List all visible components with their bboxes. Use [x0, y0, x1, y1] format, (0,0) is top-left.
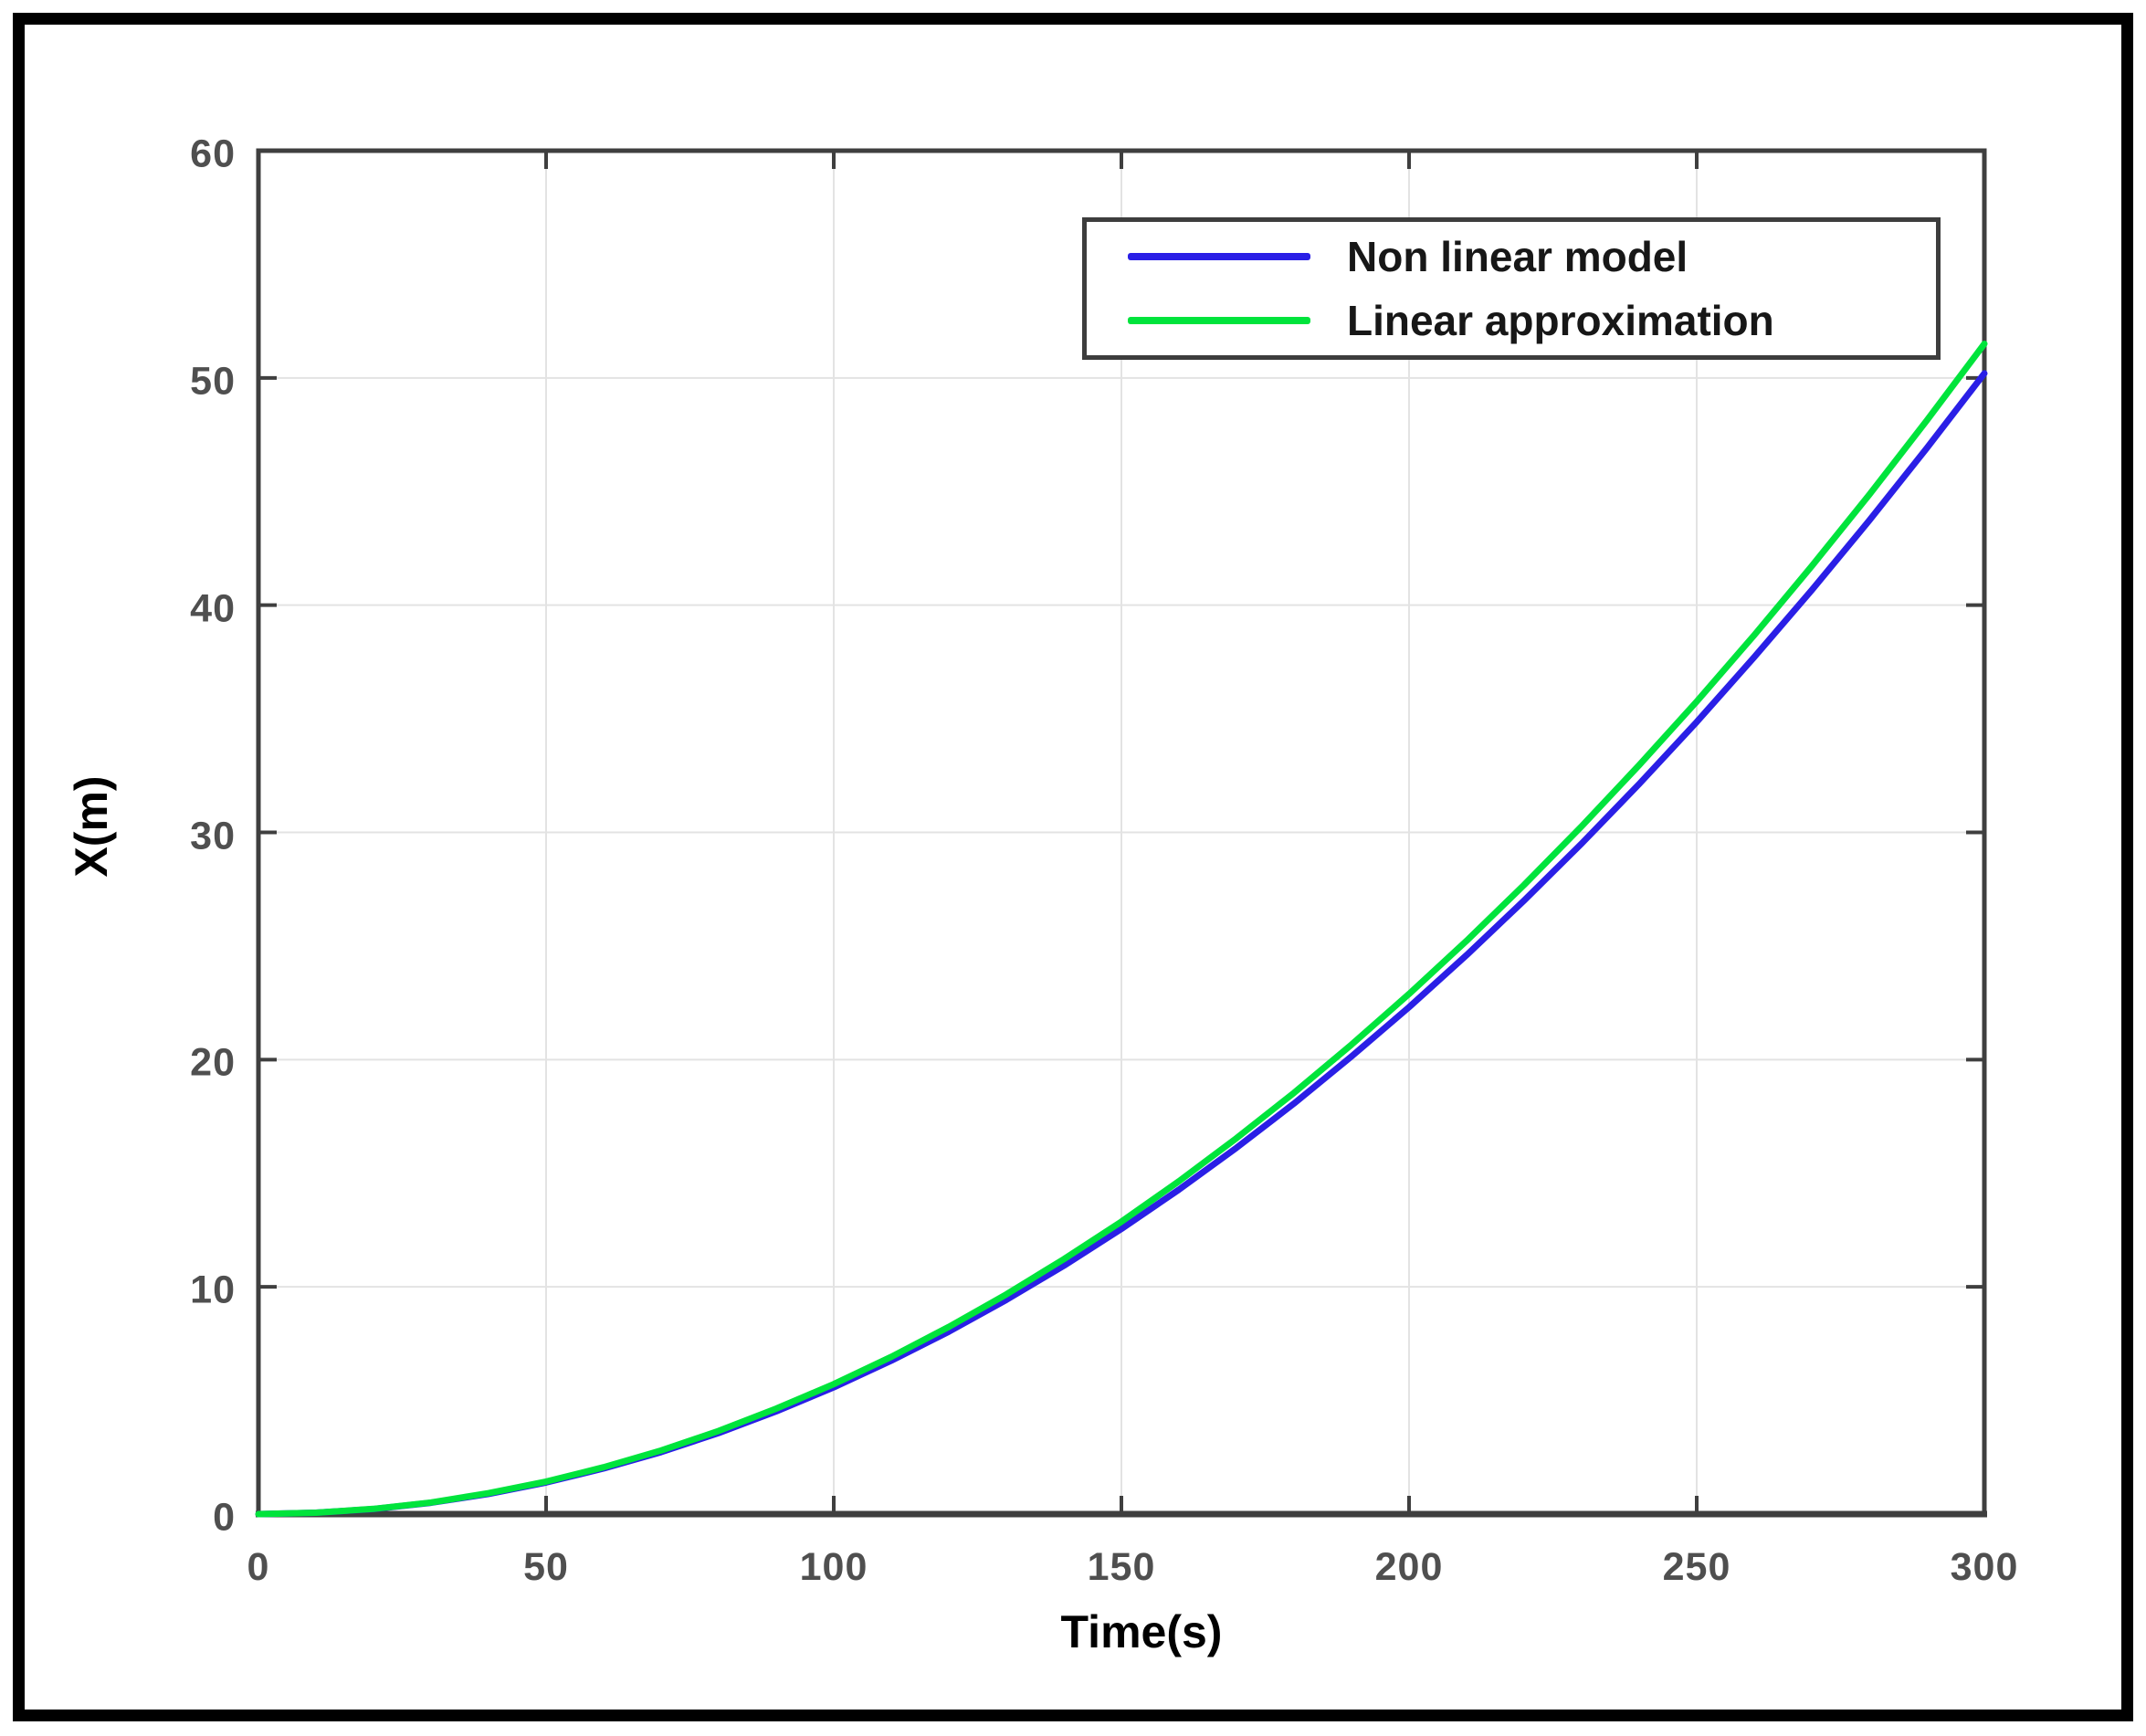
x-tick-label: 150 [1087, 1545, 1156, 1589]
legend: Non linear model Linear approximation [1082, 217, 1941, 360]
y-tick-label: 0 [213, 1495, 236, 1540]
y-tick-label: 50 [190, 359, 236, 404]
legend-entry: Non linear model [1087, 228, 1936, 285]
x-tick-label: 250 [1662, 1545, 1731, 1589]
y-tick-label: 20 [190, 1040, 236, 1085]
y-axis-label: X(m) [66, 775, 117, 878]
legend-line-sample [1128, 253, 1310, 261]
x-tick-label: 0 [247, 1545, 270, 1589]
y-tick-label: 30 [190, 814, 236, 857]
legend-line-sample [1128, 316, 1310, 324]
x-tick-label: 200 [1374, 1545, 1444, 1589]
x-tick-label: 300 [1950, 1545, 2019, 1589]
legend-entry: Linear approximation [1087, 292, 1936, 349]
y-tick-label: 40 [190, 586, 236, 631]
y-tick-label: 10 [190, 1268, 236, 1312]
legend-label: Non linear model [1347, 233, 1688, 281]
series-line-linear-approximation [255, 341, 1988, 1518]
legend-label: Linear approximation [1347, 296, 1774, 344]
x-tick-label: 50 [523, 1545, 569, 1589]
x-tick-label: 100 [799, 1545, 868, 1589]
x-axis-label: Time(s) [1060, 1606, 1223, 1657]
y-tick-label: 60 [190, 132, 236, 176]
